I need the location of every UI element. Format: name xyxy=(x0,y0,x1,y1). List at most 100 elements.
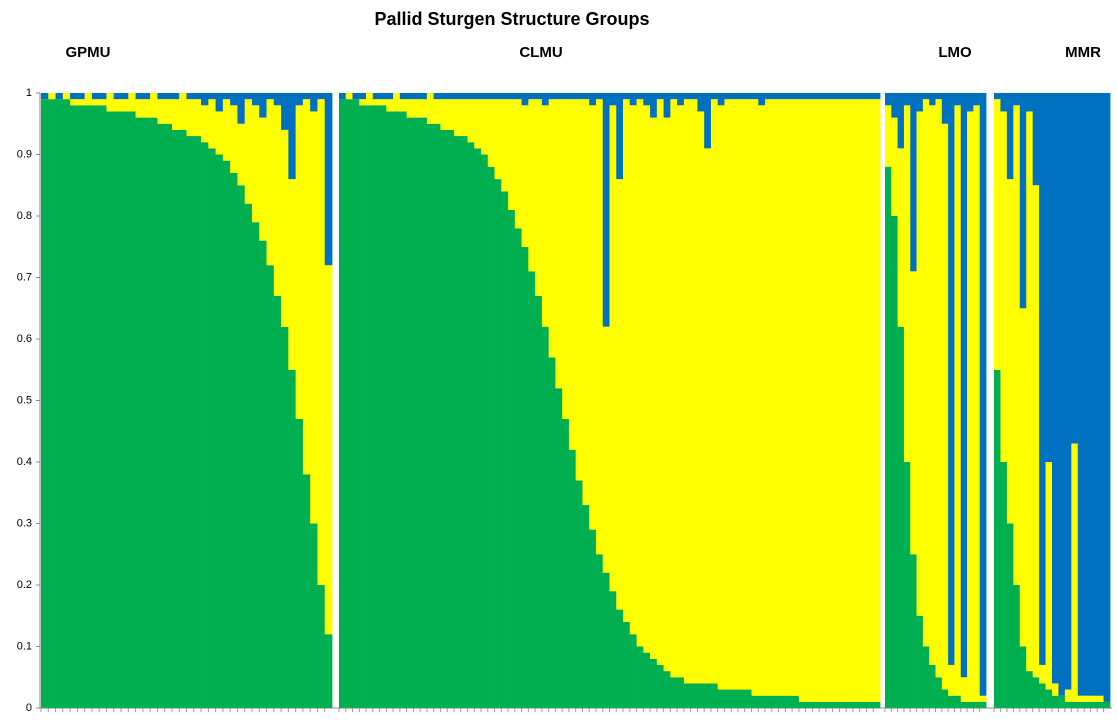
bar-segment xyxy=(731,99,739,690)
bar-segment xyxy=(1084,695,1092,702)
bar-segment xyxy=(193,136,202,709)
bar-segment xyxy=(179,129,187,708)
bar-segment xyxy=(866,93,874,100)
bar-segment xyxy=(575,99,583,481)
bar-segment xyxy=(1032,185,1040,678)
bar-segment xyxy=(979,93,987,696)
bar-segment xyxy=(903,93,911,106)
bar-segment xyxy=(805,93,813,100)
bar-segment xyxy=(324,634,333,708)
bar-segment xyxy=(259,117,267,241)
bar-segment xyxy=(215,93,224,112)
bar-segment xyxy=(765,93,773,100)
bar-segment xyxy=(629,105,637,635)
bar-segment xyxy=(891,216,899,708)
bar-segment xyxy=(812,99,820,702)
bar-segment xyxy=(399,99,408,112)
bar-segment xyxy=(1006,179,1014,524)
bar-segment xyxy=(1039,683,1046,708)
y-tick-label: 0.1 xyxy=(17,640,32,652)
bar-segment xyxy=(453,99,462,137)
bar-segment xyxy=(595,93,604,100)
bar-segment xyxy=(164,99,173,124)
bar-segment xyxy=(1084,93,1092,696)
bar-segment xyxy=(589,93,597,106)
bar-segment xyxy=(541,105,550,327)
bar-segment xyxy=(805,99,813,702)
bar-segment xyxy=(244,203,253,708)
bar-segment xyxy=(113,93,122,100)
bar-segment xyxy=(521,246,529,708)
bar-segment xyxy=(433,93,441,100)
bar-segment xyxy=(744,689,752,708)
bar-segment xyxy=(186,99,195,137)
bar-segment xyxy=(372,93,380,100)
bar-segment xyxy=(595,99,604,555)
bar-segment xyxy=(771,99,779,696)
bar-segment xyxy=(785,93,793,100)
bar-segment xyxy=(656,664,664,708)
bar-segment xyxy=(922,93,930,100)
bar-segment xyxy=(1039,664,1046,684)
bar-segment xyxy=(481,93,489,100)
bar-segment xyxy=(697,93,705,112)
bar-segment xyxy=(724,99,732,690)
bar-segment xyxy=(903,462,911,708)
bar-segment xyxy=(954,695,962,708)
bar-segment xyxy=(1090,701,1098,708)
bar-segment xyxy=(121,99,129,112)
bar-segment xyxy=(643,93,651,106)
bar-segment xyxy=(99,93,107,100)
bar-segment xyxy=(259,240,267,708)
bar-segment xyxy=(310,523,318,708)
bar-segment xyxy=(589,105,597,530)
bar-segment xyxy=(70,99,78,106)
bar-segment xyxy=(467,142,475,708)
bar-segment xyxy=(663,671,671,708)
bar-segment xyxy=(113,111,122,708)
bar-segment xyxy=(935,93,943,100)
bar-segment xyxy=(541,326,550,708)
bar-segment xyxy=(1058,93,1066,696)
bar-segment xyxy=(941,93,949,124)
bar-segment xyxy=(528,271,536,708)
bar-segment xyxy=(487,166,495,709)
bar-segment xyxy=(891,117,899,216)
bar-segment xyxy=(852,99,861,702)
bar-segment xyxy=(792,99,800,696)
bar-segment xyxy=(413,93,421,100)
bar-segment xyxy=(230,105,238,173)
bar-segment xyxy=(778,99,786,696)
bar-segment xyxy=(1032,677,1040,708)
bar-segment xyxy=(62,99,71,708)
bar-segment xyxy=(208,99,216,149)
y-tick-label: 0 xyxy=(26,702,32,714)
bar-segment xyxy=(910,93,917,272)
bar-segment xyxy=(1026,111,1034,672)
bar-segment xyxy=(237,123,246,186)
bar-segment xyxy=(359,105,367,709)
bar-segment xyxy=(222,99,231,161)
bar-segment xyxy=(602,326,610,573)
bar-segment xyxy=(508,99,516,210)
bar-segment xyxy=(121,93,129,100)
bar-segment xyxy=(288,369,297,708)
bar-segment xyxy=(244,93,253,100)
bar-segment xyxy=(193,93,202,100)
bar-segment xyxy=(535,99,543,296)
bar-segment xyxy=(616,93,624,180)
bar-segment xyxy=(474,99,482,149)
bar-segment xyxy=(487,93,495,100)
bar-segment xyxy=(359,99,367,106)
bar-segment xyxy=(704,148,712,684)
bar-segment xyxy=(609,591,617,708)
bar-segment xyxy=(866,99,874,702)
bar-segment xyxy=(663,93,671,118)
bar-segment xyxy=(960,93,968,678)
bar-segment xyxy=(948,664,955,696)
bar-segment xyxy=(420,99,428,118)
bar-segment xyxy=(345,93,353,100)
bar-segment xyxy=(819,93,827,100)
bar-segment xyxy=(142,99,151,118)
